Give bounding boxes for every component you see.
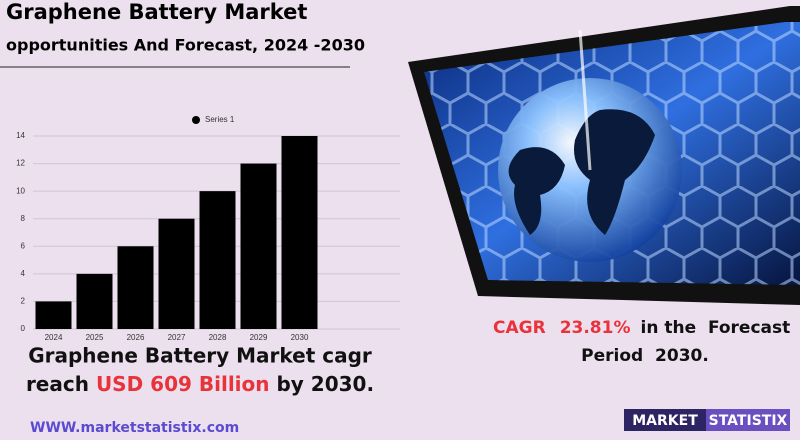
x-tick-label: 2030	[291, 333, 309, 342]
y-tick-label: 10	[16, 186, 25, 195]
headline-highlight: USD 609 Billion	[96, 372, 270, 396]
x-tick-label: 2028	[209, 333, 227, 342]
subtitle: opportunities And Forecast, 2024 -2030	[6, 36, 365, 55]
logo-left: MARKET	[632, 413, 698, 429]
cagr-value: 23.81%	[560, 318, 631, 338]
y-tick-label: 4	[21, 269, 26, 278]
headline-line2: reach USD 609 Billion by 2030.	[26, 372, 374, 396]
cagr-text: in the Forecast	[641, 318, 791, 338]
bar	[199, 191, 236, 329]
bar	[158, 218, 195, 329]
cagr-line1: CAGR 23.81% in the Forecast	[493, 318, 790, 338]
x-tick-label: 2029	[250, 333, 268, 342]
logo: MARKET STATISTIX	[624, 409, 790, 431]
y-tick-label: 12	[16, 159, 25, 168]
bar	[117, 246, 154, 329]
y-tick-label: 0	[21, 324, 26, 333]
x-tick-label: 2027	[168, 333, 186, 342]
bar	[35, 301, 72, 329]
x-tick-label: 2026	[127, 333, 145, 342]
bar-chart: 0 2 4 6 8 10 12 14 2024 2025 2026 2027 2028 2029 2030 S…	[16, 115, 400, 342]
headline-suffix: by 2030.	[276, 372, 374, 396]
cagr-label: CAGR	[493, 318, 546, 338]
y-tick-label: 2	[21, 297, 26, 306]
tablet-image	[408, 6, 800, 305]
headline-prefix: reach	[26, 372, 89, 396]
y-tick-label: 8	[21, 214, 26, 223]
bar	[76, 273, 113, 329]
bar	[240, 163, 277, 329]
headline-line1: Graphene Battery Market cagr	[28, 344, 372, 368]
bar	[281, 136, 318, 329]
y-tick-label: 6	[21, 241, 26, 250]
cagr-line2: Period 2030.	[581, 346, 709, 366]
title: Graphene Battery Market	[6, 0, 307, 24]
y-tick-label: 14	[16, 131, 25, 140]
legend-marker	[192, 116, 200, 124]
x-tick-label: 2025	[86, 333, 104, 342]
logo-right: STATISTIX	[709, 413, 788, 429]
website[interactable]: WWW.marketstatistix.com	[30, 420, 239, 436]
x-tick-label: 2024	[45, 333, 63, 342]
legend-label: Series 1	[205, 115, 235, 124]
